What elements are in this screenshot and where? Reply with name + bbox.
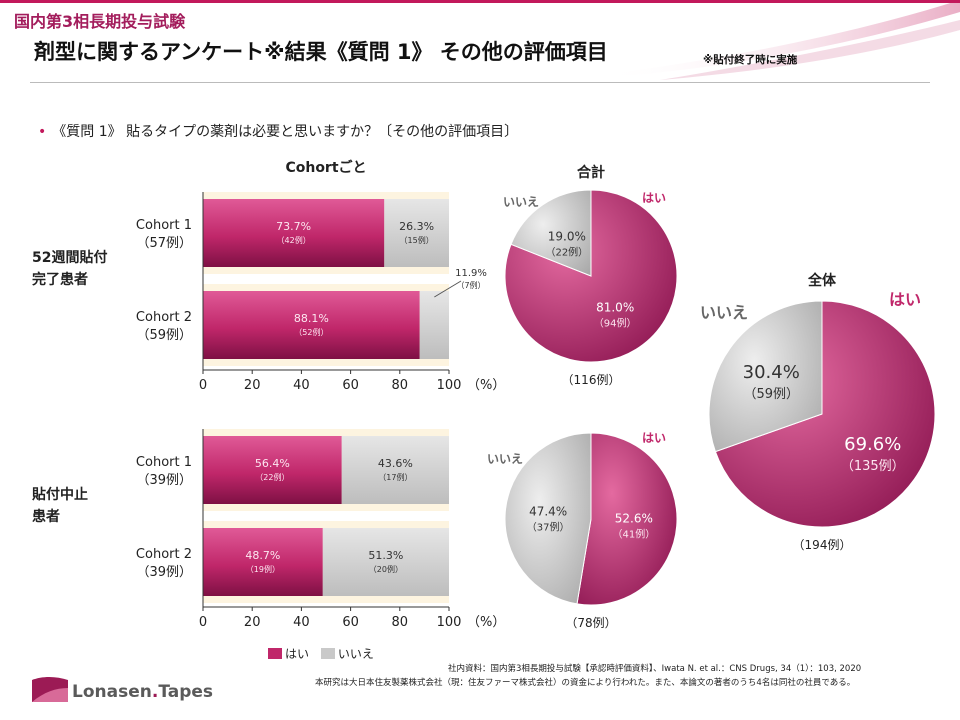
page-title: 剤型に関するアンケート※結果《質問 1》 その他の評価項目 [34, 40, 608, 64]
bar-no [384, 199, 449, 267]
legend-no-swatch [320, 648, 335, 659]
callout-line [434, 280, 462, 298]
group-label-1-line2: 完了患者 [32, 271, 88, 288]
pie-yes-label: はい [642, 191, 666, 205]
legend-yes-label: はい [285, 647, 310, 661]
pie-yes-label: はい [889, 290, 921, 309]
x-tick-label: 80 [392, 615, 409, 630]
pie-no-count: （59例） [743, 387, 799, 402]
bar-no-value: 11.9% [455, 268, 487, 279]
pie-no-value: 19.0% [548, 229, 586, 243]
bar-yes-value: 56.4% [255, 457, 290, 470]
bar-no [322, 528, 449, 596]
x-tick-label: 0 [199, 615, 207, 630]
x-tick-label: 40 [293, 615, 310, 630]
bar-no-count: （20例） [369, 564, 403, 574]
title-note: ※貼付終了時に実施 [703, 54, 798, 66]
x-tick-label: 100 [437, 378, 462, 393]
pie-no-label: いいえ [503, 195, 539, 209]
bar-no [419, 291, 449, 359]
top-accent-line [0, 0, 960, 3]
pie-yes-value: 52.6% [615, 512, 653, 526]
x-tick-label: 0 [199, 378, 207, 393]
pie-yes-count: （41例） [612, 528, 655, 541]
bar-yes [203, 199, 385, 267]
x-tick-label: 100 [437, 615, 462, 630]
pie-no-label: いいえ [487, 452, 523, 466]
pie-yes-count: （135例） [841, 459, 905, 474]
x-tick-label: 80 [392, 378, 409, 393]
pie-slice-yes [714, 300, 936, 528]
bar-yes-value: 48.7% [245, 549, 280, 562]
pie-no-count: （22例） [545, 245, 588, 258]
bar-yes [203, 528, 323, 596]
bar-no-value: 43.6% [378, 457, 413, 470]
pie-yes-value: 69.6% [844, 434, 901, 455]
bar-yes-count: （42例） [277, 235, 311, 245]
trial-label: 国内第3相長期投与試験 [14, 12, 186, 31]
pie-no-value: 30.4% [743, 362, 800, 383]
pie-yes-value: 81.0% [596, 301, 634, 315]
pie-slice-yes [576, 432, 678, 606]
pie-yes-count: （94例） [594, 317, 637, 330]
category-count: （59例） [136, 328, 192, 343]
pie-yes-label: はい [642, 431, 666, 445]
x-tick-label: 20 [244, 378, 261, 393]
bar-no-count: （17例） [378, 472, 412, 482]
pie-no-label: いいえ [700, 303, 748, 322]
bar-yes-value: 73.7% [276, 220, 311, 233]
bar-no-value: 26.3% [399, 220, 434, 233]
bar-no-count: （15例） [400, 235, 434, 245]
pie-no-value: 47.4% [529, 504, 567, 518]
pie-total: （78例） [565, 616, 616, 630]
bar-no [341, 436, 449, 504]
pie-slice-no [510, 189, 592, 277]
funding-note: 本研究は大日本住友製薬株式会社（現：住友ファーマ株式会社）の資金により行われた。… [315, 678, 856, 688]
group-label-1: 52週間貼付 [32, 249, 107, 266]
brand-logo-icon [32, 677, 68, 702]
pie-title: 全体 [807, 272, 837, 289]
bar-no-count: （7例） [456, 280, 485, 290]
source-note: 社内資料：国内第3相長期投与試験【承認時評価資料】、Iwata N. et al… [448, 664, 862, 674]
question-text: • 《質問 1》 貼るタイプの薬剤は必要と思いますか？〔その他の評価項目〕 [38, 121, 518, 141]
header-divider [30, 82, 930, 83]
bar-chart-title: Cohortごと [285, 159, 366, 176]
x-tick-label: 60 [342, 378, 359, 393]
legend-yes-swatch [268, 648, 282, 659]
pie-no-count: （37例） [527, 520, 570, 533]
group-label-2-line2: 患者 [32, 508, 60, 525]
bar-yes [203, 291, 420, 359]
bullet-icon: • [38, 124, 47, 140]
x-tick-label: 20 [244, 615, 261, 630]
pie-total: （194例） [793, 538, 852, 552]
legend: はい いいえ [268, 645, 374, 662]
bar-yes-value: 88.1% [294, 312, 329, 325]
bar-no-value: 51.3% [368, 549, 403, 562]
pie-slice-no [708, 300, 823, 453]
category-label: Cohort 2 [136, 547, 192, 562]
pie-total: （116例） [562, 373, 621, 387]
category-label: Cohort 2 [136, 310, 192, 325]
x-unit-label: （%） [467, 615, 505, 630]
category-count: （39例） [136, 473, 192, 488]
bar-yes-count: （22例） [255, 472, 289, 482]
legend-no-label: いいえ [337, 647, 374, 661]
pie-title: 合計 [577, 164, 605, 181]
x-tick-label: 40 [293, 378, 310, 393]
category-count: （57例） [136, 236, 192, 251]
bar-yes-count: （52例） [294, 327, 328, 337]
bar-yes [203, 436, 342, 504]
pie-slice-no [504, 432, 592, 605]
x-tick-label: 60 [342, 615, 359, 630]
category-label: Cohort 1 [136, 455, 192, 470]
group-label-2: 貼付中止 [32, 486, 88, 503]
x-unit-label: （%） [467, 378, 505, 393]
brand-logo-text: Lonasen.Tapes [72, 682, 214, 702]
bar-yes-count: （19例） [246, 564, 280, 574]
category-count: （39例） [136, 565, 192, 580]
question-label: 《質問 1》 貼るタイプの薬剤は必要と思いますか？〔その他の評価項目〕 [52, 124, 519, 140]
category-label: Cohort 1 [136, 218, 192, 233]
